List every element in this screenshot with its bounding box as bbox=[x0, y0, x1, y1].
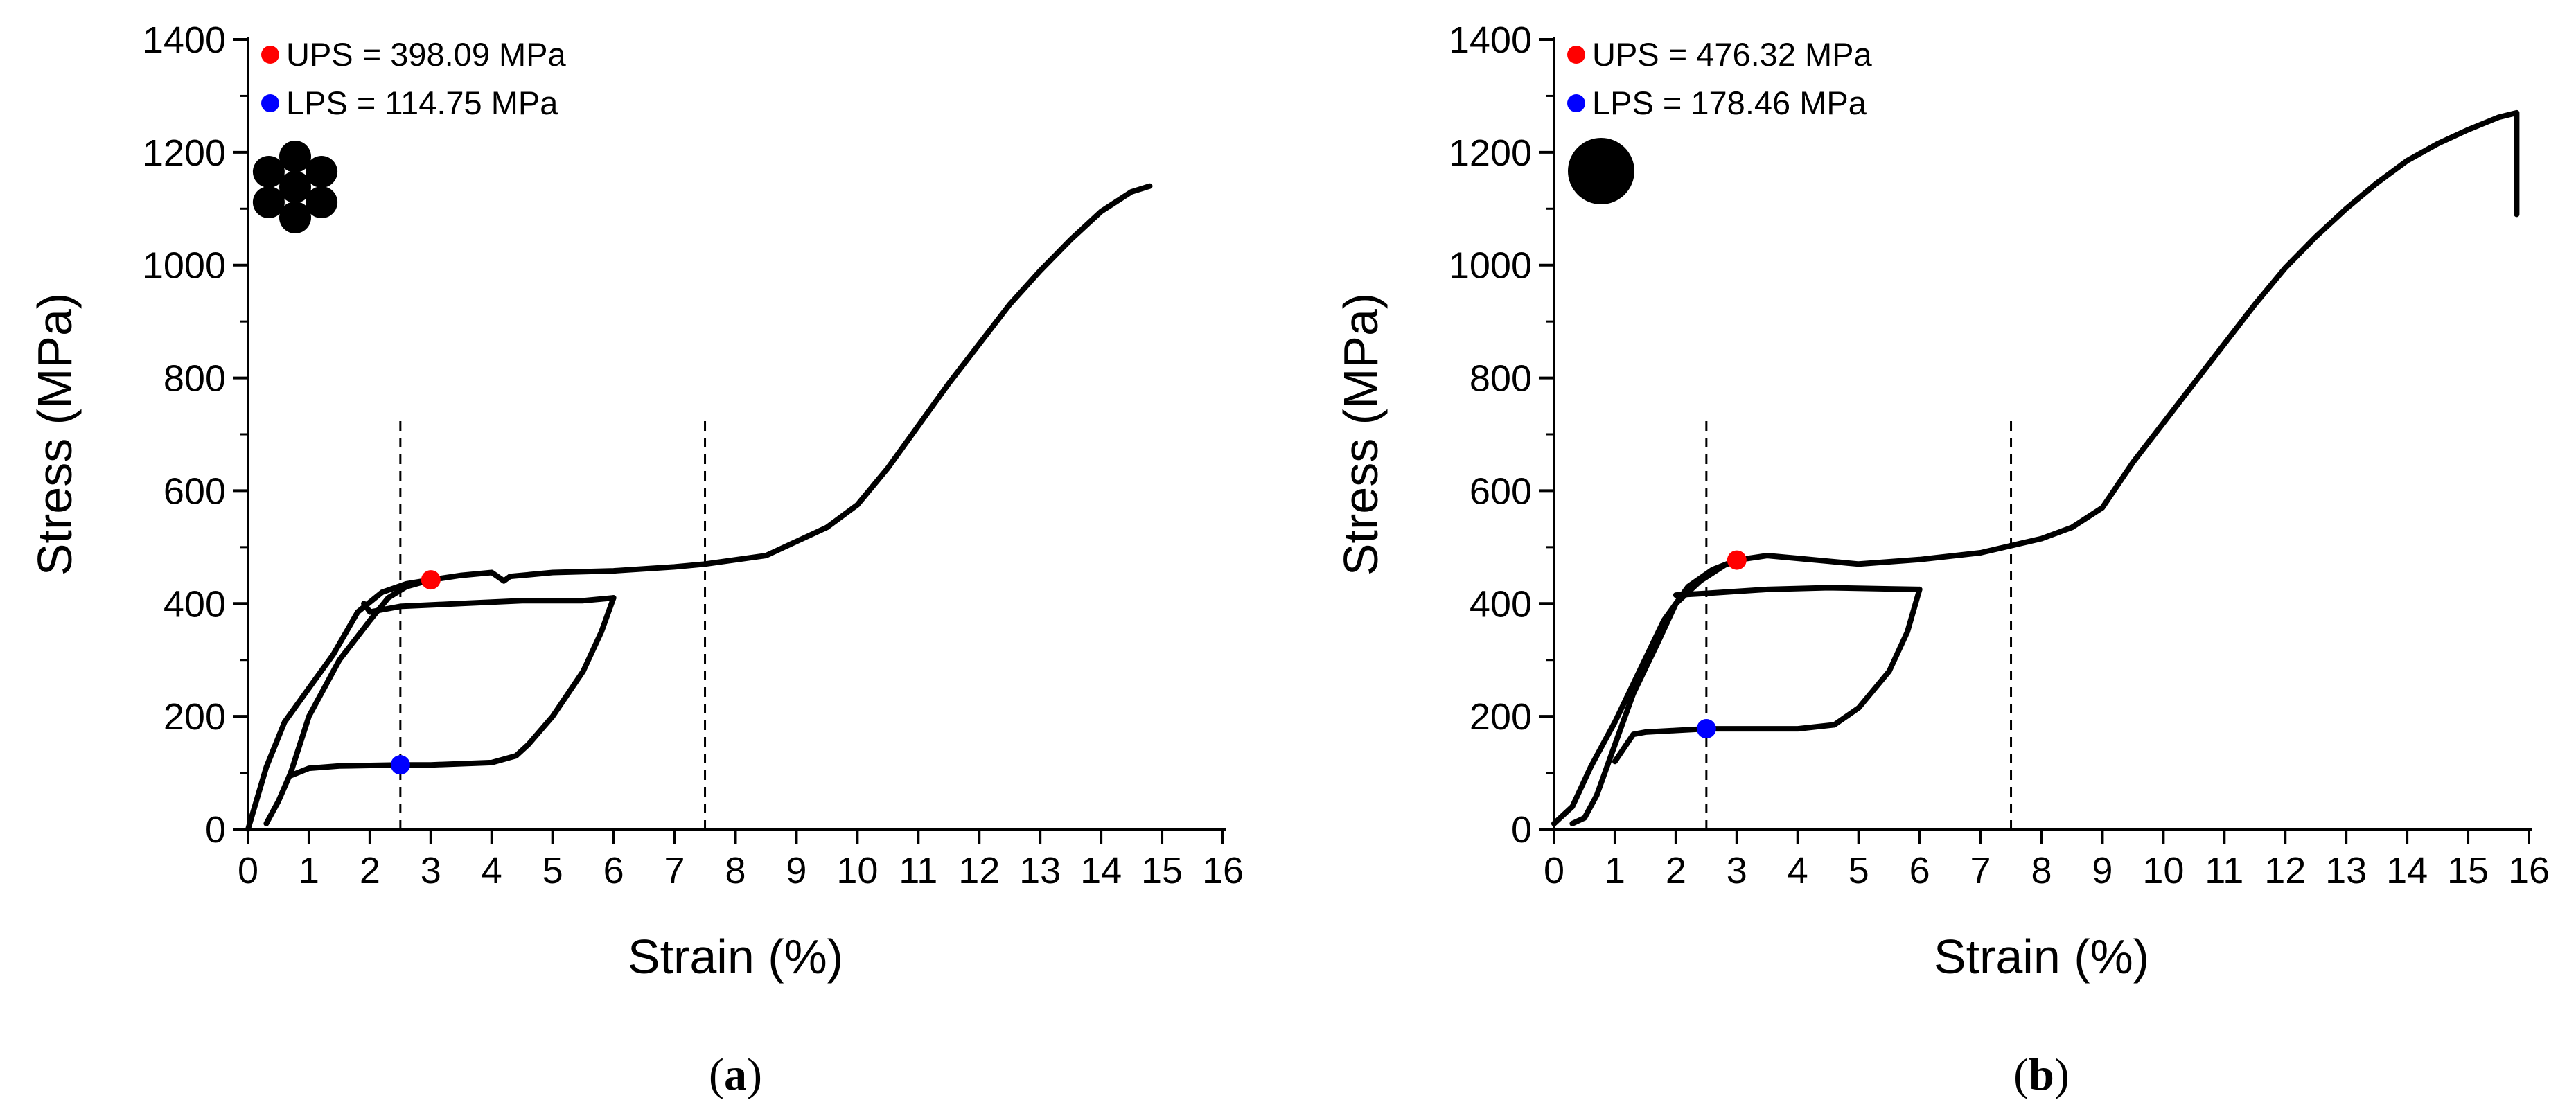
x-tick-label: 13 bbox=[2325, 850, 2367, 891]
y-tick-label: 1400 bbox=[1449, 19, 1532, 61]
cross-section-wire-icon bbox=[279, 141, 311, 172]
x-tick-label: 16 bbox=[2508, 850, 2550, 891]
series-line bbox=[263, 577, 434, 826]
x-tick-label: 11 bbox=[2205, 850, 2243, 891]
series-line bbox=[1673, 585, 1923, 598]
x-tick-label: 2 bbox=[360, 850, 380, 891]
y-tick-label: 1000 bbox=[1449, 245, 1532, 287]
x-tick-label: 10 bbox=[836, 850, 878, 891]
annotation-label: UPS = 476.32 MPa bbox=[1592, 36, 1873, 73]
annotation-label: UPS = 398.09 MPa bbox=[286, 36, 567, 73]
marker-ups bbox=[1727, 550, 1747, 570]
y-tick-label: 0 bbox=[205, 809, 226, 851]
x-axis-label: Strain (%) bbox=[1934, 930, 2149, 984]
y-tick-label: 800 bbox=[164, 358, 226, 400]
x-tick-label: 12 bbox=[958, 850, 1000, 891]
x-tick-label: 15 bbox=[1141, 850, 1183, 891]
x-tick-label: 3 bbox=[421, 850, 441, 891]
x-tick-label: 14 bbox=[2386, 850, 2428, 891]
annotation-label: LPS = 114.75 MPa bbox=[286, 85, 558, 121]
annotation-dot bbox=[261, 46, 279, 64]
caption-close: ) bbox=[747, 1049, 762, 1100]
cross-section-wire-icon bbox=[306, 156, 338, 188]
cross-section-solid-icon bbox=[1568, 138, 1634, 204]
x-tick-label: 14 bbox=[1080, 850, 1122, 891]
series-line bbox=[245, 577, 434, 832]
x-tick-label: 16 bbox=[1202, 850, 1244, 891]
x-tick-label: 11 bbox=[899, 850, 937, 891]
marker-ups bbox=[421, 570, 441, 590]
cross-section-wire-icon bbox=[306, 186, 338, 218]
y-tick-label: 1000 bbox=[143, 245, 226, 287]
y-tick-label: 400 bbox=[1470, 583, 1532, 625]
chart-panel-b: 0 1 2 3 4 5 6 7 8 9 10 11 12 13 14 15 160200400600800100… bbox=[1334, 19, 2550, 1100]
x-tick-label: 4 bbox=[482, 850, 502, 891]
y-tick-label: 600 bbox=[1470, 470, 1532, 512]
x-tick-label: 2 bbox=[1666, 850, 1686, 891]
series-line bbox=[288, 753, 519, 779]
panel-caption: (a) bbox=[709, 1049, 762, 1100]
y-tick-label: 0 bbox=[1511, 809, 1532, 851]
caption-open: ( bbox=[2013, 1049, 2029, 1100]
cross-section-wire-icon bbox=[252, 186, 285, 218]
x-tick-label: 7 bbox=[1970, 850, 1991, 891]
y-axis-label: Stress (MPa) bbox=[1334, 293, 1388, 576]
caption-letter: a bbox=[724, 1049, 747, 1100]
x-tick-label: 6 bbox=[603, 850, 624, 891]
series-line bbox=[1551, 557, 1740, 826]
y-tick-label: 200 bbox=[164, 696, 226, 738]
cross-section-wire-icon bbox=[279, 202, 311, 233]
x-tick-label: 9 bbox=[2092, 850, 2112, 891]
annotation-dot bbox=[1567, 46, 1585, 64]
x-tick-label: 6 bbox=[1909, 850, 1930, 891]
y-tick-label: 400 bbox=[164, 583, 226, 625]
caption-open: ( bbox=[709, 1049, 724, 1100]
x-tick-label: 0 bbox=[238, 850, 258, 891]
y-tick-label: 200 bbox=[1470, 696, 1532, 738]
y-tick-label: 600 bbox=[164, 470, 226, 512]
panel-caption: (b) bbox=[2013, 1049, 2070, 1100]
y-tick-label: 1400 bbox=[143, 19, 226, 61]
x-tick-label: 13 bbox=[1019, 850, 1061, 891]
chart-panel-a: 0 1 2 3 4 5 6 7 8 9 10 11 12 13 14 15 160200400600800100… bbox=[28, 19, 1244, 1100]
series-line bbox=[1612, 722, 1837, 765]
x-tick-label: 0 bbox=[1544, 850, 1564, 891]
x-tick-label: 5 bbox=[1849, 850, 1869, 891]
x-axis-label: Strain (%) bbox=[628, 930, 843, 984]
caption-letter: b bbox=[2029, 1049, 2054, 1100]
marker-lps bbox=[1696, 719, 1716, 739]
x-tick-label: 5 bbox=[542, 850, 563, 891]
x-tick-label: 3 bbox=[1727, 850, 1747, 891]
x-tick-label: 9 bbox=[786, 850, 806, 891]
y-tick-label: 800 bbox=[1470, 358, 1532, 400]
series-line bbox=[1831, 586, 1923, 728]
x-tick-label: 15 bbox=[2447, 850, 2489, 891]
marker-lps bbox=[390, 755, 410, 775]
x-tick-label: 8 bbox=[2031, 850, 2052, 891]
series-line bbox=[361, 595, 617, 615]
cross-section-wire-icon bbox=[279, 171, 311, 203]
y-axis-label: Stress (MPa) bbox=[28, 293, 82, 576]
series-line bbox=[427, 183, 1153, 584]
caption-close: ) bbox=[2054, 1049, 2070, 1100]
x-tick-label: 4 bbox=[1788, 850, 1808, 891]
x-tick-label: 7 bbox=[664, 850, 685, 891]
annotation-label: LPS = 178.46 MPa bbox=[1592, 85, 1867, 121]
series-line bbox=[513, 595, 617, 759]
cross-section-wire-icon bbox=[252, 156, 285, 188]
x-tick-label: 1 bbox=[1605, 850, 1625, 891]
annotation-dot bbox=[1567, 94, 1585, 112]
y-tick-label: 1200 bbox=[1449, 132, 1532, 174]
x-tick-label: 8 bbox=[725, 850, 746, 891]
series-line bbox=[1733, 109, 2520, 567]
series-line bbox=[1569, 557, 1740, 826]
x-tick-label: 10 bbox=[2142, 850, 2184, 891]
annotation-dot bbox=[261, 94, 279, 112]
x-tick-label: 12 bbox=[2264, 850, 2306, 891]
x-tick-label: 1 bbox=[299, 850, 319, 891]
y-tick-label: 1200 bbox=[143, 132, 226, 174]
